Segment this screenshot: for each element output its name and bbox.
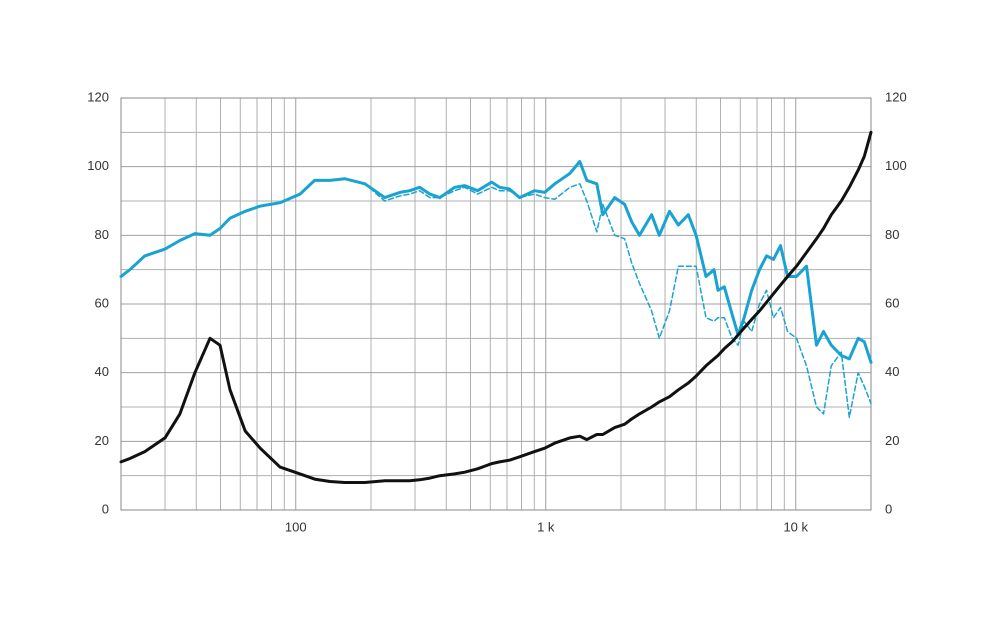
y2-tick-label: 0	[885, 501, 892, 516]
y-tick-label: 60	[95, 295, 109, 310]
y2-tick-label: 120	[885, 89, 907, 104]
series-line	[119, 130, 873, 484]
y-tick-label: 40	[95, 364, 109, 379]
series-line	[120, 177, 872, 419]
x-tick-label: 10 k	[783, 519, 808, 534]
y-tick-label: 0	[102, 501, 109, 516]
y-tick-label: 20	[95, 433, 109, 448]
plot-border	[120, 97, 872, 511]
x-tick-label: 1 k	[537, 519, 555, 534]
y2-tick-label: 20	[885, 433, 899, 448]
y-tick-label: 100	[87, 158, 109, 173]
y-tick-label: 80	[95, 227, 109, 242]
y2-tick-label: 100	[885, 158, 907, 173]
x-tick-label: 100	[285, 519, 307, 534]
y2-tick-label: 80	[885, 227, 899, 242]
y2-tick-label: 40	[885, 364, 899, 379]
y2-tick-label: 60	[885, 295, 899, 310]
y-tick-label: 120	[87, 89, 109, 104]
